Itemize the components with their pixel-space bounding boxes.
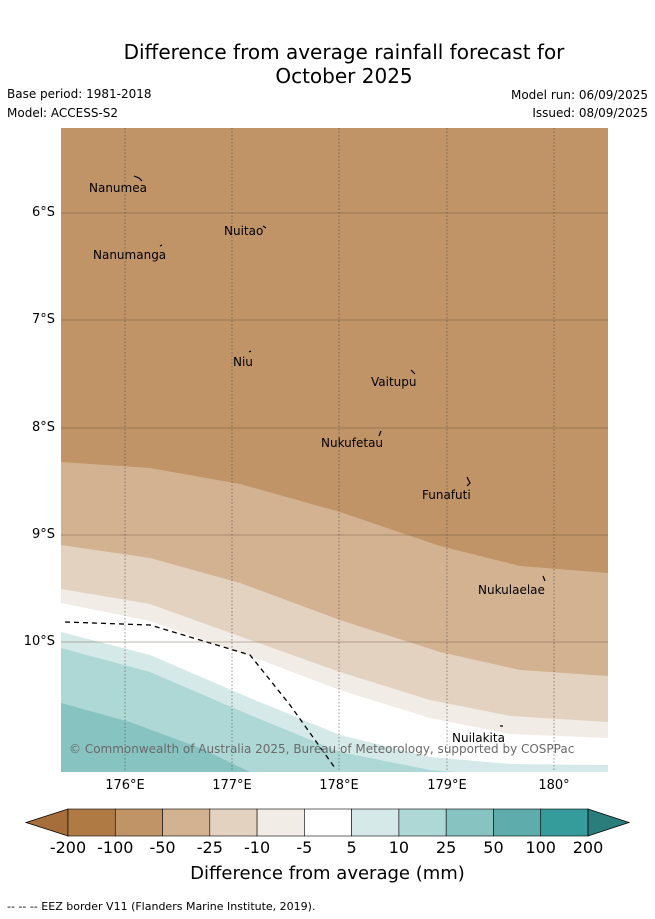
lon-label-179e: 179°E (427, 778, 467, 793)
colorbar-extend-low (24, 808, 69, 837)
island-nukulaelae (542, 575, 546, 582)
colorbar-title: Difference from average (mm) (190, 863, 465, 884)
island-vaitupu (410, 369, 416, 375)
colorbar-tick-label: -5 (296, 838, 313, 857)
colorbar-tick-label: -10 (244, 838, 271, 857)
colorbar-tick-label: 100 (525, 838, 556, 857)
colorbar-tick-label: -200 (49, 838, 87, 857)
colorbar-extend-high (587, 808, 631, 837)
colorbar-tick-label: 200 (572, 838, 604, 857)
place-label-nanumanga: Nanumanga (93, 248, 167, 262)
latitude-gridlines (61, 212, 608, 643)
lat-label-6s: 6°S (31, 205, 55, 220)
island-outlines (133, 175, 546, 727)
colorbar-tick-label: -50 (149, 838, 176, 857)
place-label-niu: Niu (233, 355, 253, 369)
place-label-vaitupu: Vaitupu (371, 375, 417, 389)
lat-label-9s: 9°S (31, 527, 55, 542)
island-niu (248, 350, 252, 353)
island-nukufetau (378, 430, 382, 437)
lon-label-177e: 177°E (212, 778, 252, 793)
colorbar-segment (493, 808, 542, 837)
island-funafuti (466, 476, 471, 487)
model-name: Model: ACCESS-S2 (7, 106, 119, 120)
island-nanumanga (159, 244, 163, 247)
lon-label-178e: 178°E (319, 778, 359, 793)
colorbar-segment (256, 808, 305, 837)
place-label-nuilakita: Nuilakita (452, 731, 505, 745)
colorbar-tick-label: 10 (388, 838, 410, 857)
colorbar-segment (398, 808, 447, 837)
place-label-nukufetau: Nukufetau (321, 436, 384, 450)
colorbar (24, 808, 631, 837)
colorbar-tick-label: 25 (435, 838, 457, 857)
colorbar-segment (67, 808, 116, 837)
colorbar-segment (304, 808, 352, 837)
issued-date: Issued: 08/09/2025 (532, 106, 648, 120)
eez-legend-note: -- -- -- EEZ border V11 (Flanders Marine… (7, 900, 316, 913)
place-label-nuitao: Nuitao (224, 224, 264, 238)
island-nanumea (133, 175, 143, 182)
eez-border (64, 621, 336, 769)
colorbar-segment (351, 808, 400, 837)
colorbar-segment (445, 808, 494, 837)
title-line-2: October 2025 (275, 64, 413, 88)
colorbar-tick-label: 5 (346, 838, 357, 857)
colorbar-tick-label: 50 (483, 838, 504, 857)
rainfall-map (61, 128, 608, 772)
island-nuitao (262, 225, 267, 229)
lat-label-8s: 8°S (31, 420, 55, 435)
longitude-gridlines (124, 128, 555, 772)
colorbar-segment (114, 808, 163, 837)
map-title: Difference from average rainfall forecas… (0, 40, 655, 88)
model-run-date: Model run: 06/09/2025 (510, 88, 648, 102)
colorbar-segment (209, 808, 258, 837)
colorbar-tick-label: -25 (196, 838, 223, 857)
colorbar-segment (540, 808, 589, 837)
place-label-nanumea: Nanumea (89, 181, 147, 195)
lat-label-7s: 7°S (31, 312, 55, 327)
band-plus-25-to-50 (61, 703, 250, 772)
base-period: Base period: 1981-2018 (7, 87, 152, 101)
colorbar-segment (162, 808, 211, 837)
place-label-nukulaelae: Nukulaelae (478, 583, 545, 597)
lon-label-176e: 176°E (105, 778, 145, 793)
lon-label-180: 180° (538, 778, 570, 793)
lat-label-10s: 10°S (23, 634, 55, 649)
title-line-1: Difference from average rainfall forecas… (123, 40, 565, 64)
place-label-funafuti: Funafuti (422, 488, 471, 502)
copyright-notice: © Commonwealth of Australia 2025, Bureau… (69, 742, 575, 756)
colorbar-tick-label: -100 (97, 838, 134, 857)
